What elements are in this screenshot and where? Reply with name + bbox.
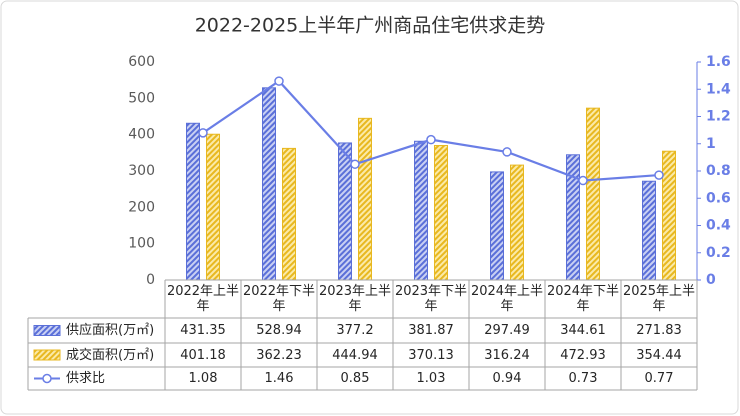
legend-icon — [42, 373, 52, 384]
chart-title: 2022-2025上半年广州商品住宅供求走势 — [195, 15, 546, 37]
legend-icon — [33, 325, 61, 336]
y-tick-label: 300 — [128, 163, 155, 179]
line-marker — [654, 170, 664, 180]
y2-tick-label: 0.4 — [706, 218, 731, 234]
bar — [566, 154, 580, 281]
category-label: 2023年下半年 — [394, 284, 468, 314]
y-tick-label: 500 — [128, 90, 155, 106]
table-value: 316.24 — [484, 347, 530, 363]
legend-label: 成交面积(万㎡) — [66, 347, 155, 363]
table-value: 381.87 — [408, 323, 454, 338]
y-tick-label: 100 — [128, 236, 155, 252]
bar — [642, 180, 656, 281]
category-label: 2025年上半年 — [622, 284, 696, 314]
y-tick-label: 400 — [128, 127, 155, 143]
bar — [262, 87, 276, 281]
table-value: 401.18 — [180, 347, 226, 363]
bar — [282, 147, 296, 281]
y2-tick-label: 1.6 — [706, 54, 731, 70]
y-tick-label: 200 — [128, 199, 155, 215]
y-tick-label: 600 — [128, 54, 155, 70]
bar — [206, 133, 220, 281]
table-value: 472.93 — [560, 347, 606, 363]
line-marker — [502, 147, 512, 157]
table-value: 354.44 — [636, 347, 682, 363]
table-value: 377.2 — [336, 323, 374, 338]
bar — [434, 145, 448, 281]
y2-tick-label: 0.2 — [706, 245, 731, 261]
category-label: 2024年下半年 — [546, 284, 620, 314]
category-label: 2022年下半年 — [242, 284, 316, 314]
bar — [338, 142, 352, 281]
bar — [490, 171, 504, 281]
table-value: 528.94 — [256, 323, 302, 338]
table-value: 1.03 — [416, 371, 446, 386]
bar — [510, 164, 524, 281]
legend-label: 供应面积(万㎡) — [66, 323, 155, 338]
table-value: 0.73 — [568, 371, 598, 386]
bar — [414, 140, 428, 281]
table-value: 344.61 — [560, 323, 606, 338]
legend-label: 供求比 — [66, 371, 106, 386]
table-value: 0.85 — [340, 371, 370, 386]
category-label: 2023年上半年 — [318, 284, 392, 314]
bar — [358, 117, 372, 281]
legend-icon — [33, 349, 61, 361]
y2-tick-label: 1 — [706, 136, 716, 152]
line-marker — [198, 128, 208, 138]
table-value: 444.94 — [332, 347, 378, 363]
table-value: 1.08 — [188, 371, 218, 386]
line-marker — [426, 134, 436, 145]
line-marker — [578, 175, 588, 186]
bar — [186, 122, 200, 281]
y-tick-label: 0 — [146, 272, 155, 288]
table-value: 297.49 — [484, 323, 530, 338]
y2-tick-label: 1.2 — [706, 109, 731, 125]
bar — [586, 107, 600, 281]
table-value: 362.23 — [256, 347, 302, 363]
bar — [662, 150, 676, 281]
table-value: 271.83 — [636, 323, 682, 338]
category-label: 2022年上半年 — [166, 284, 240, 314]
table-value: 0.77 — [644, 371, 674, 386]
y2-tick-label: 0.6 — [706, 190, 731, 206]
y2-tick-label: 0 — [706, 272, 716, 288]
line-marker — [274, 76, 284, 86]
table-value: 431.35 — [180, 323, 226, 338]
table-value: 1.46 — [264, 371, 294, 386]
y2-tick-label: 1.4 — [706, 81, 731, 97]
line-marker — [350, 159, 360, 169]
category-label: 2024年上半年 — [470, 284, 544, 314]
table-value: 0.94 — [492, 371, 522, 386]
y2-tick-label: 0.8 — [706, 163, 731, 179]
table-value: 370.13 — [408, 347, 454, 363]
